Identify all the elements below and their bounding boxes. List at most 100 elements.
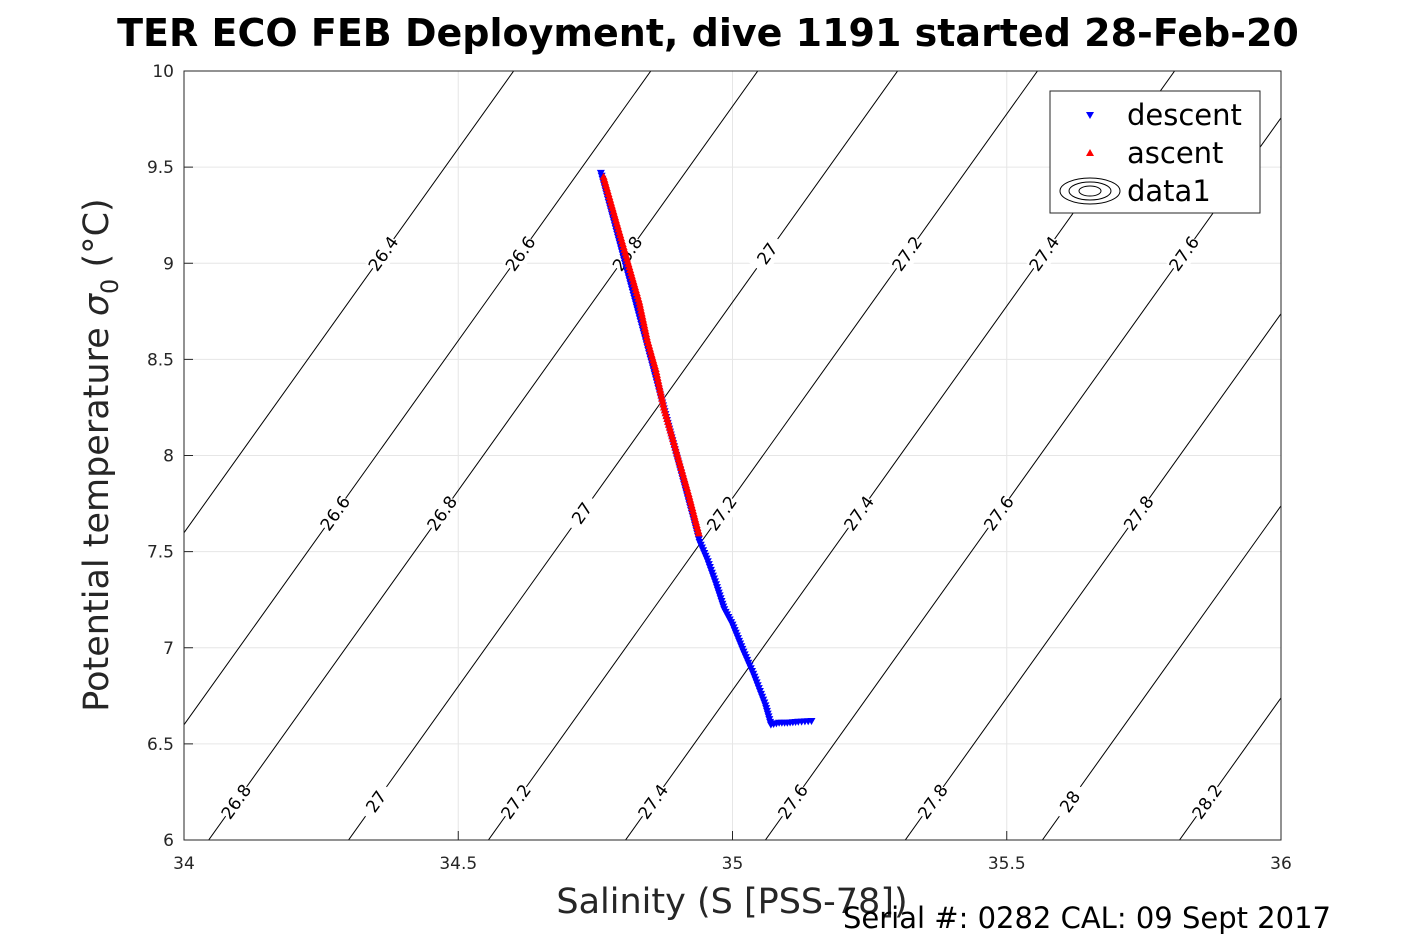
contour-label-bg [633,780,673,823]
contour-label-bg [1050,780,1090,823]
ascent-point [637,306,646,314]
legend-box [1049,90,1261,214]
contour-level-label: 27.4 [841,493,879,535]
contour-level-label: 27.4 [1026,233,1064,275]
legend: descent ascent data1 [1049,90,1261,214]
ascent-point [652,370,661,378]
contour-level-label: 27.4 [635,781,673,823]
y-axis-label-unit: (°C) [77,198,117,278]
contour-label-bg [702,492,742,535]
ascent-point [639,315,648,323]
x-tick-label: 35 [722,854,744,874]
contour-line [904,312,1281,840]
y-axis-label: Potential temperature σ0 (°C) [77,198,124,711]
legend-ascent-label: ascent [1127,136,1223,170]
contour-label-bg [422,492,462,535]
ascent-point [638,312,647,320]
contour-label-bg [1024,232,1064,275]
contour-level-label: 27.2 [889,233,927,275]
contour-label-bg [839,492,879,535]
x-tick-label: 34 [173,854,195,874]
legend-contour-icon [1059,177,1121,205]
contour-line [208,71,759,840]
chart-title: TER ECO FEB Deployment, dive 1191 starte… [117,11,1299,55]
y-tick-label: 7.5 [147,543,174,563]
legend-data1-label: data1 [1127,174,1211,208]
contour-label-bg [773,780,813,823]
contour-level-label: 26.8 [218,781,256,823]
ascent-point [656,388,665,396]
contour-label-bg [1164,232,1204,275]
ascent-series [599,172,703,537]
contour-level-label: 26.4 [365,233,403,275]
ascent-point [641,327,650,335]
ascent-point [694,529,703,537]
ascent-point [639,318,648,326]
ascent-point [637,309,646,317]
contour-level-label: 27.8 [1120,493,1158,535]
y-tick-label: 6 [163,831,174,851]
ascent-point [642,333,651,341]
legend-descent-label: descent [1127,98,1242,132]
contour-label-bg [216,780,256,823]
ascent-point [640,324,649,332]
contour-label-bg [562,492,602,535]
contour-line [1178,697,1281,840]
ascent-point [658,394,667,402]
y-axis-label-sigma: σ [77,292,117,316]
x-tick-label: 35.5 [988,854,1026,874]
contour-label-bg [979,492,1019,535]
contour-level-label: 26.6 [317,493,355,535]
ascent-point [654,379,663,387]
contour-level-label: 27.6 [1166,233,1204,275]
contour-line [184,71,515,534]
ascent-point [657,391,666,399]
contour-label-bg [356,780,396,823]
y-tick-label: 10 [152,62,174,82]
y-tick-label: 9 [163,254,174,274]
contour-level-label: 27.8 [914,781,952,823]
contour-label-bg [913,780,953,823]
contour-level-label: 27.6 [980,493,1018,535]
ascent-point [656,385,665,393]
contour-line [347,71,899,840]
axis-ticks: 34 34.5 35 35.5 36 6 6.5 7 7.5 8 8.5 9 9.5 10 [147,62,1292,874]
contour-line [487,71,1039,840]
x-axis-label: Salinity (S [PSS-78]) [556,882,907,922]
contour-label-bg [887,232,927,275]
contour-level-label: 27.2 [703,493,741,535]
ascent-point [636,303,645,311]
contour-level-label: 26.8 [424,493,462,535]
ascent-point [654,376,663,384]
ascent-point [651,364,660,372]
ascent-point [642,330,651,338]
contour-label-bg [496,780,536,823]
y-tick-label: 7 [163,639,174,659]
contour-label-bg [1119,492,1159,535]
y-tick-label: 8.5 [147,350,174,370]
contour-label-bg [363,232,403,275]
ascent-point [658,397,667,405]
ascent-point [653,373,662,381]
y-axis-label-main: Potential temperature [77,316,117,712]
contour-level-label: 27.6 [775,781,813,823]
serial-calibration-note: Serial #: 0282 CAL: 09 Sept 2017 [843,901,1331,935]
contour-label-bg [1187,780,1227,823]
contour-label-bg [747,232,787,275]
contour-line [184,71,652,726]
contour-label-bg [500,232,540,275]
descent-point [807,717,816,725]
contour-line [1041,504,1281,840]
contour-line [764,117,1281,840]
ascent-point [640,321,649,329]
ascent-point [659,400,668,408]
ascent-point [635,300,644,308]
data-series [596,169,816,729]
ascent-point [635,297,644,305]
y-tick-label: 8 [163,447,174,467]
legend-ascent-marker [1086,149,1094,156]
ascent-point [652,367,661,375]
x-tick-label: 34.5 [439,854,477,874]
contour-level-label: 26.6 [502,233,540,275]
y-axis-label-sub: 0 [96,279,124,294]
